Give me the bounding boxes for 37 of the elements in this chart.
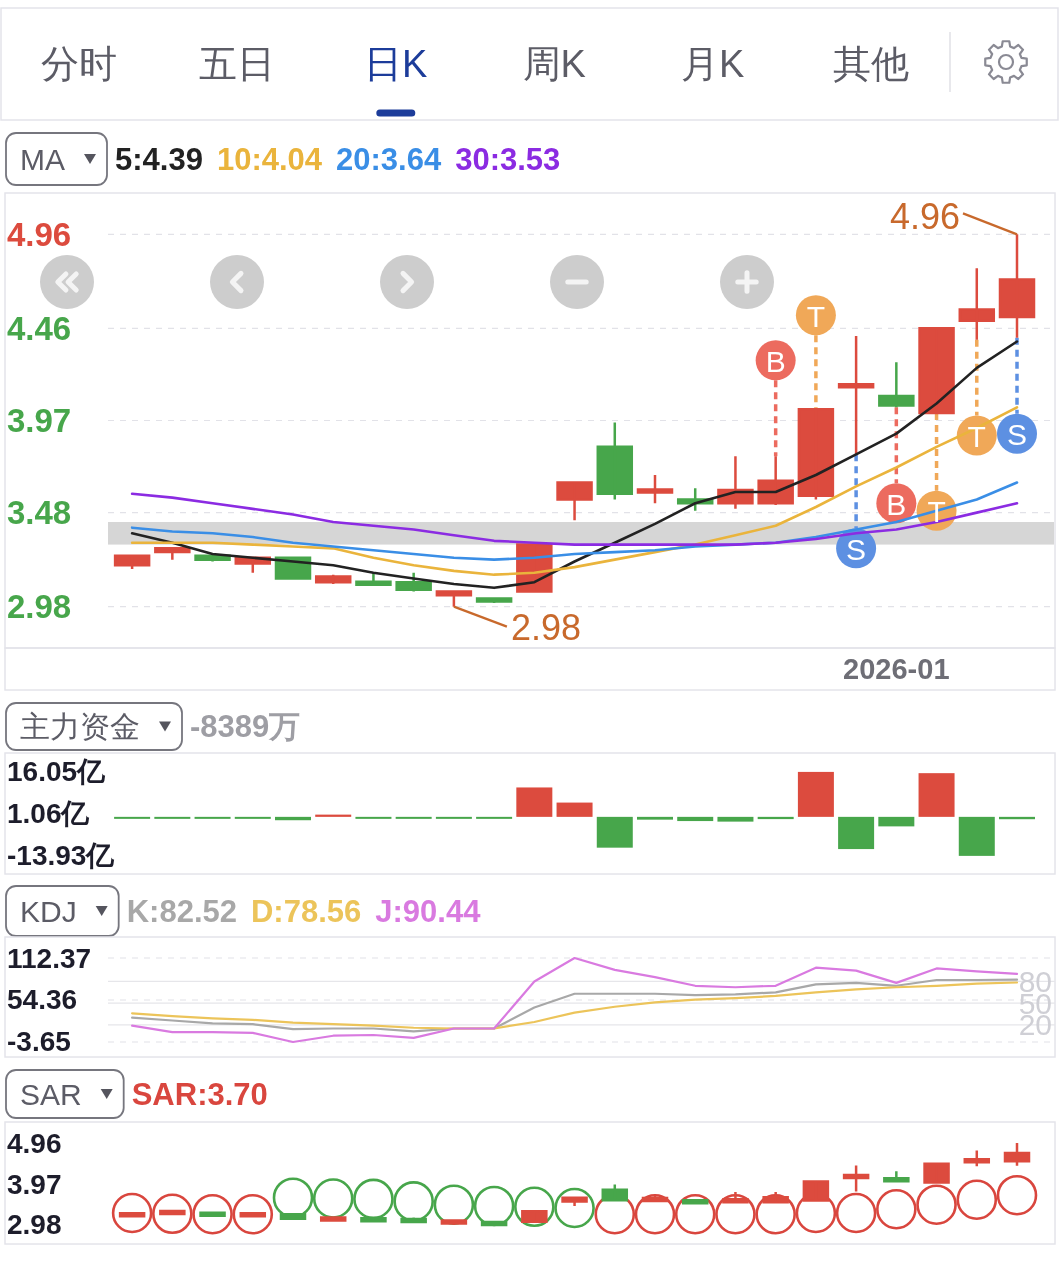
y-tick-label: 4.96 [7, 1127, 62, 1159]
y-tick-label: 3.48 [7, 494, 72, 532]
title: MA [20, 142, 65, 176]
y-tick-label: 16.05亿 [7, 756, 106, 788]
subtitle: -8389万 [190, 709, 301, 744]
tab-label: 月K [680, 43, 745, 85]
tab-label: 周K [522, 43, 586, 85]
point-label: B [765, 344, 786, 378]
tab-label: 日K [364, 43, 428, 85]
point-label: S [1007, 418, 1027, 452]
x-tick-label: 2026-01 [843, 653, 950, 685]
legend: K:82.52 D:78.56 J:90.44 [126, 893, 481, 929]
y-tick-label: 3.97 [7, 1168, 62, 1200]
y-tick-label: 54.36 [7, 984, 78, 1016]
legend: SAR:3.70 [131, 1076, 268, 1112]
annotation: 4.96 [889, 195, 960, 237]
point-label: B [886, 487, 907, 521]
legend: 5:4.39 10:4.04 20:3.64 30:3.53 [115, 141, 561, 177]
y-tick-label: 1.06亿 [7, 798, 90, 830]
y-tick-label: 2.98 [7, 588, 72, 626]
y-tick-label: -13.93亿 [7, 840, 115, 872]
y-tick-label: 2.98 [7, 1209, 62, 1241]
title: KDJ [20, 894, 77, 928]
annotation: 2.98 [510, 607, 581, 649]
tab-label: 分时 [41, 43, 117, 85]
point-label: T [806, 299, 826, 333]
y-tick-label: 112.37 [7, 942, 92, 974]
title: 主力资金 [20, 710, 140, 743]
y-tick-label: 4.96 [7, 215, 72, 253]
point-label: T [967, 420, 986, 454]
y-tick-label: -3.65 [7, 1026, 71, 1058]
y-tick-label: 4.46 [7, 309, 72, 347]
title: SAR [20, 1077, 82, 1111]
tab-label: 五日 [199, 43, 276, 85]
tab-label: 其他 [833, 43, 909, 85]
point-label: S [846, 532, 867, 566]
y-tick-label: 3.97 [7, 402, 72, 439]
